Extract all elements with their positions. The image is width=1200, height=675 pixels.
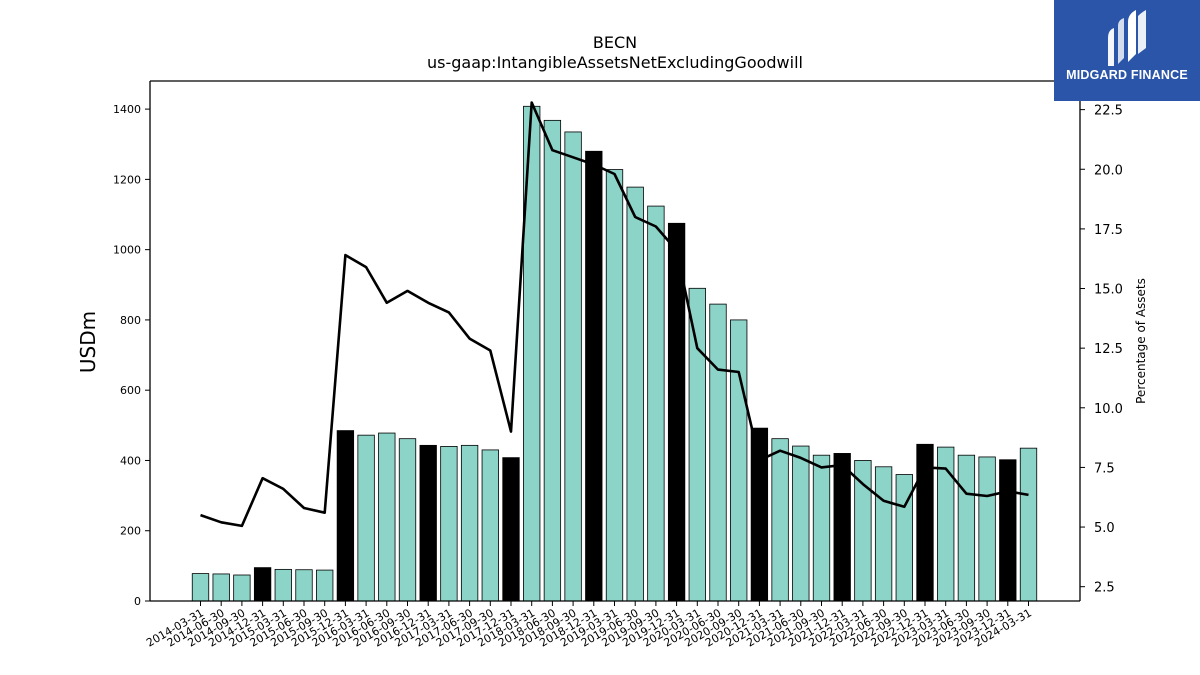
line-series <box>200 101 1029 528</box>
y-right-tick-label: 7.5 <box>1094 461 1115 476</box>
bar-2019-06-30 <box>626 186 644 602</box>
percentage-line <box>200 101 1029 528</box>
bar-2020-12-31 <box>750 427 769 602</box>
bar-2015-09-30 <box>316 569 334 602</box>
bar-2015-03-31 <box>274 568 292 602</box>
bar-2017-03-31 <box>440 446 458 602</box>
bar-2021-09-30 <box>812 454 831 602</box>
axes: 0 200 400 600 800 1000 1200 1400 2.5 5.0 7.5 10.0 12… <box>113 80 1123 650</box>
bar-2016-09-30 <box>398 438 417 602</box>
bar-2014-06-30 <box>212 573 230 602</box>
bar-2019-03-31 <box>605 169 624 602</box>
bar-2023-09-30 <box>978 456 996 602</box>
y-tick-label: 200 <box>120 525 141 538</box>
y-tick-label: 800 <box>120 314 141 327</box>
bar-2021-12-31 <box>833 453 851 602</box>
bar-2016-03-31 <box>357 434 375 602</box>
y-tick-label: 0 <box>134 595 141 608</box>
bar-2014-12-31 <box>253 567 272 602</box>
bar-2014-09-30 <box>233 574 251 602</box>
y-right-tick-label: 15.0 <box>1094 283 1123 298</box>
bar-2014-03-31 <box>191 573 210 602</box>
bar-2021-06-30 <box>792 445 810 602</box>
bar-2018-09-30 <box>564 131 582 602</box>
y-tick-label: 1000 <box>113 244 141 257</box>
bar-2022-06-30 <box>874 466 893 602</box>
y-tick-label: 600 <box>120 384 141 397</box>
bar-2018-12-31 <box>585 150 603 602</box>
bar-2020-06-30 <box>709 303 727 602</box>
bar-2020-09-30 <box>730 319 748 602</box>
chart-title: BECN <box>593 33 637 52</box>
bar-series <box>191 105 1038 602</box>
y-tick-label: 1400 <box>113 103 141 116</box>
bar-2024-03-31 <box>1019 447 1038 602</box>
bar-2019-09-30 <box>647 205 665 602</box>
bar-2017-09-30 <box>481 449 499 602</box>
y-axis-label-right: Percentage of Assets <box>1134 278 1148 404</box>
y-tick-label: 1200 <box>113 173 141 186</box>
bar-2021-03-31 <box>771 438 789 602</box>
bar-2022-03-31 <box>854 460 872 602</box>
y-right-tick-label: 10.0 <box>1094 402 1123 417</box>
bar-2017-06-30 <box>460 444 479 602</box>
bar-2016-06-30 <box>378 432 396 602</box>
logo-mark-icon <box>1108 10 1146 66</box>
y-right-tick-label: 12.5 <box>1094 342 1123 357</box>
bar-2015-06-30 <box>295 569 313 602</box>
y-right-tick-label: 22.5 <box>1094 104 1123 119</box>
y-right-tick-label: 5.0 <box>1094 521 1115 536</box>
bar-2023-12-31 <box>999 459 1017 602</box>
bar-2017-12-31 <box>502 457 520 602</box>
bar-2018-06-30 <box>543 119 562 602</box>
y-axis-label-left: USDm <box>76 311 100 373</box>
y-right-tick-label: 17.5 <box>1094 223 1123 238</box>
y-right-tick-label: 2.5 <box>1094 581 1115 596</box>
bar-2020-03-31 <box>688 287 706 602</box>
y-tick-label: 400 <box>120 454 141 467</box>
chart-subtitle: us-gaap:IntangibleAssetsNetExcludingGood… <box>427 53 803 72</box>
midgard-logo: MIDGARD FINANCE <box>1054 0 1200 101</box>
bar-2015-12-31 <box>336 430 355 602</box>
logo-text: MIDGARD FINANCE <box>1066 68 1188 82</box>
y-right-tick-label: 20.0 <box>1094 163 1123 178</box>
bar-2023-06-30 <box>957 454 976 602</box>
bar-2016-12-31 <box>419 444 437 602</box>
